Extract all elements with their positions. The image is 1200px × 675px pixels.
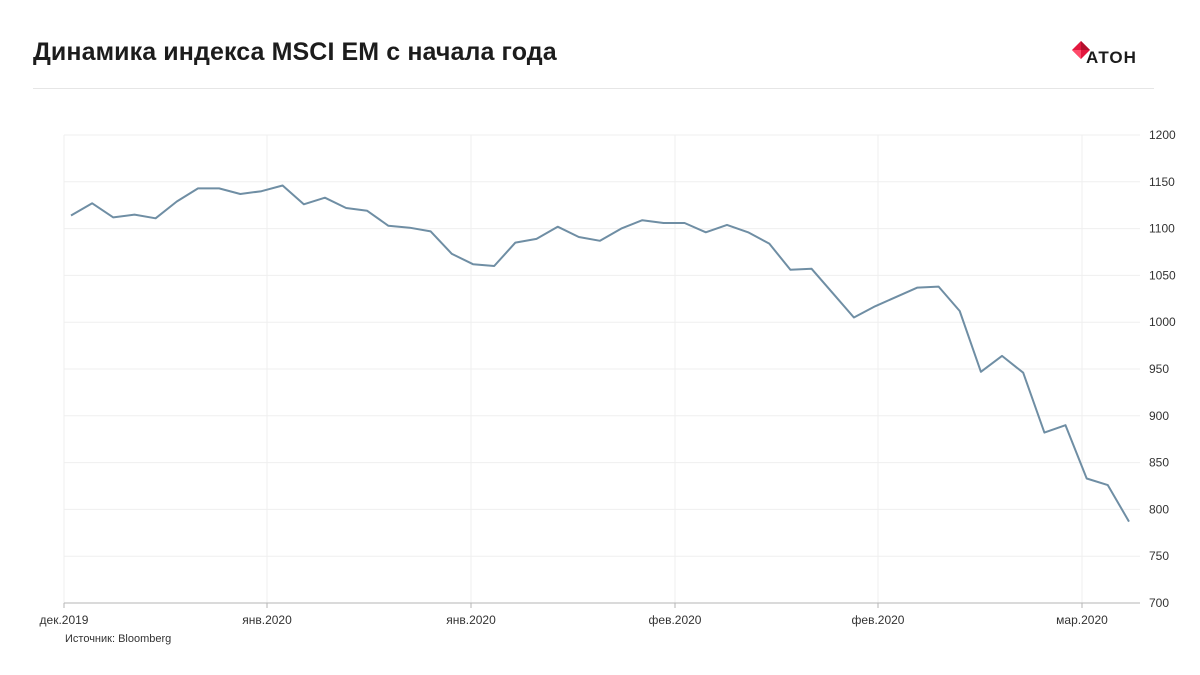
y-tick-label: 1000 — [1149, 315, 1176, 329]
chart-title: Динамика индекса MSCI EM с начала года — [33, 38, 557, 66]
x-tick-label: фев.2020 — [649, 613, 702, 627]
y-axis-ticks: 700 750 800 850 900 950 1000 1050 1100 1150 1200 — [1149, 128, 1176, 610]
x-tick-label: фев.2020 — [852, 613, 905, 627]
x-tick-label: дек.2019 — [40, 613, 89, 627]
y-tick-label: 1150 — [1149, 175, 1175, 189]
aton-diamond-logo-icon — [1072, 41, 1090, 59]
y-tick-label: 900 — [1149, 409, 1169, 423]
y-tick-label: 850 — [1149, 456, 1169, 470]
x-axis-ticks: дек.2019 янв.2020 янв.2020 фев.2020 фев.2020… — [40, 603, 1108, 627]
x-tick-label: янв.2020 — [446, 613, 496, 627]
y-tick-label: 1050 — [1149, 268, 1176, 282]
source-note: Источник: Bloomberg — [65, 633, 172, 645]
x-tick-label: янв.2020 — [242, 613, 292, 627]
y-tick-label: 700 — [1149, 596, 1169, 610]
logo-text: АТОН — [1086, 48, 1137, 67]
y-tick-label: 1100 — [1149, 222, 1175, 236]
chart-grid — [63, 134, 1140, 604]
y-tick-label: 1200 — [1149, 128, 1176, 142]
header-divider — [33, 88, 1154, 89]
y-tick-label: 750 — [1149, 549, 1169, 563]
y-tick-label: 800 — [1149, 502, 1169, 516]
series-line-msci-em — [70, 184, 1130, 523]
y-tick-label: 950 — [1149, 362, 1169, 376]
x-tick-label: мар.2020 — [1056, 613, 1108, 627]
